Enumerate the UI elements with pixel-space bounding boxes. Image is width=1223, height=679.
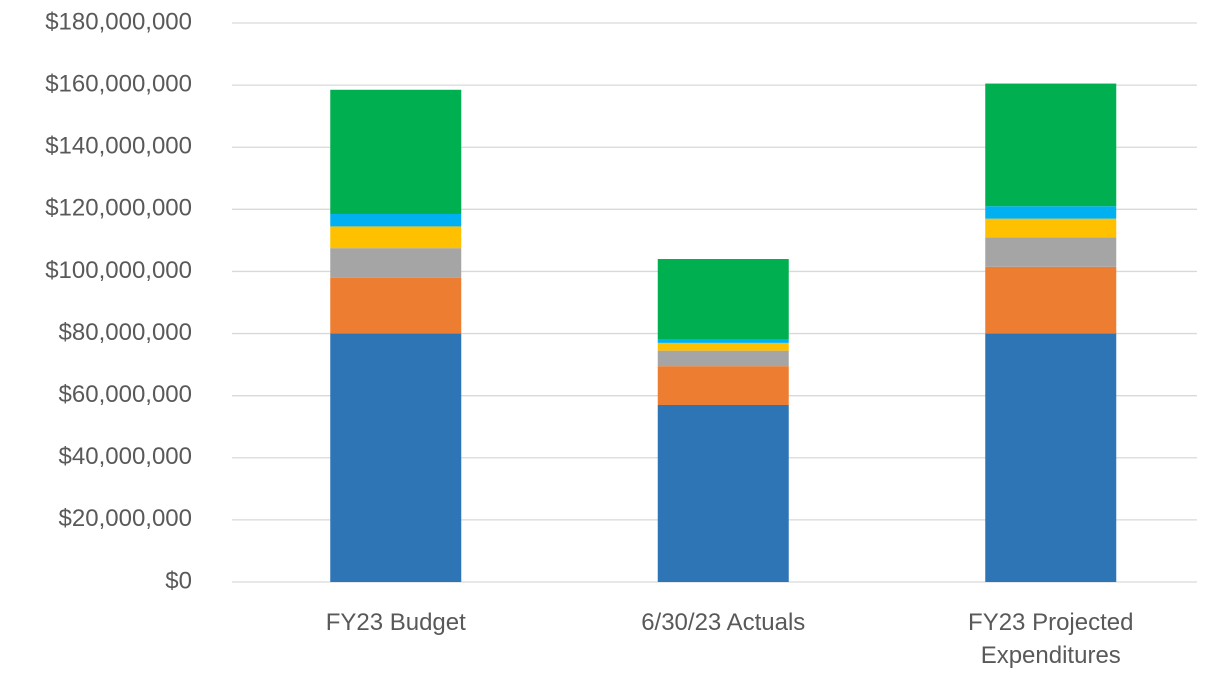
bar-segment	[657, 350, 789, 367]
bar-segment	[330, 89, 462, 214]
y-tick-label: $160,000,000	[45, 70, 192, 97]
bar-segment	[985, 333, 1117, 582]
bar-segment	[657, 339, 789, 343]
y-tick-label: $100,000,000	[45, 257, 192, 284]
y-tick-label: $80,000,000	[59, 319, 192, 346]
y-tick-label: $180,000,000	[45, 8, 192, 35]
y-tick-label: $60,000,000	[59, 381, 192, 408]
bar-segment	[985, 206, 1117, 219]
x-tick-label: 6/30/23 Actuals	[641, 609, 806, 636]
y-tick-label: $20,000,000	[59, 505, 192, 532]
x-tick-label: FY23 Projected Expenditures	[968, 609, 1134, 669]
bar-segment	[657, 366, 789, 405]
bar-segment	[330, 333, 462, 582]
bar-segment	[330, 226, 462, 249]
bar-segment	[330, 277, 462, 334]
y-tick-label: $140,000,000	[45, 133, 192, 160]
bar-segment	[985, 266, 1117, 334]
bar-segment	[330, 213, 462, 227]
bar-segment	[985, 237, 1117, 267]
x-tick-label: FY23 Budget	[325, 609, 466, 636]
bar-segment	[657, 342, 789, 351]
bar-segment	[657, 259, 789, 340]
bar-segment	[985, 218, 1117, 238]
bar-segment	[985, 83, 1117, 207]
bar-segment	[657, 404, 789, 582]
y-tick-label: $0	[165, 567, 192, 594]
y-tick-label: $120,000,000	[45, 195, 192, 222]
y-tick-label: $40,000,000	[59, 443, 192, 470]
bar-segment	[330, 248, 462, 278]
